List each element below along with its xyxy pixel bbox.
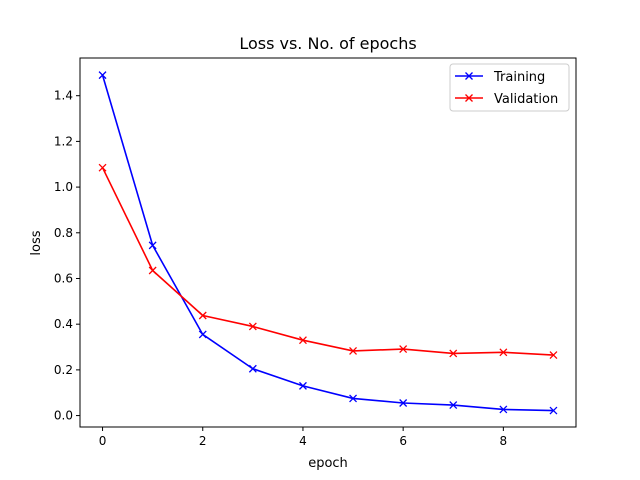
data-point-training	[399, 399, 408, 407]
x-tick-label: 0	[99, 434, 107, 448]
y-tick-label: 0.0	[54, 409, 73, 423]
x-tick-label: 6	[399, 434, 407, 448]
data-point-training	[499, 405, 508, 414]
data-point-validation	[248, 322, 257, 331]
data-point-validation	[298, 336, 307, 345]
y-tick-label: 0.4	[54, 317, 73, 331]
y-tick-label: 0.6	[54, 271, 73, 285]
plot-frame	[79, 57, 577, 428]
data-point-training	[298, 381, 307, 390]
legend-label: Validation	[494, 92, 558, 107]
chart-title: Loss vs. No. of epochs	[239, 34, 416, 53]
legend: Training Validation	[449, 63, 570, 112]
data-point-validation	[98, 163, 107, 172]
legend-label: Training	[493, 70, 545, 85]
y-tick-label: 1.4	[54, 89, 73, 103]
data-point-validation	[349, 346, 358, 355]
y-tick-label: 1.0	[54, 180, 73, 194]
y-axis-ticks: 0.0 0.2 0.4 0.6 0.8 1.0 1.2 1.4	[54, 89, 80, 423]
data-point-training	[349, 394, 358, 403]
x-tick-label: 8	[500, 434, 508, 448]
legend-entry-training: Training	[455, 70, 545, 85]
data-point-training	[98, 71, 107, 80]
series-layer	[98, 71, 558, 415]
y-axis-label: loss	[29, 230, 44, 255]
legend-entry-validation: Validation	[455, 92, 558, 107]
data-point-validation	[148, 266, 157, 275]
data-point-training	[549, 406, 558, 415]
data-point-training	[148, 241, 157, 250]
series-line-training	[101, 74, 554, 412]
series-line-validation	[101, 167, 554, 356]
y-tick-label: 1.2	[54, 134, 73, 148]
y-tick-label: 0.2	[54, 363, 73, 377]
data-point-validation	[549, 351, 558, 359]
data-point-training	[198, 330, 207, 339]
x-axis-ticks: 0 2 4 6 8	[99, 427, 507, 448]
data-point-validation	[198, 311, 207, 320]
x-tick-label: 2	[199, 434, 207, 448]
data-point-training	[248, 364, 257, 373]
x-tick-label: 4	[299, 434, 307, 448]
data-point-validation	[449, 349, 458, 358]
y-tick-label: 0.8	[54, 226, 73, 240]
data-point-training	[449, 401, 458, 410]
data-point-validation	[499, 348, 508, 357]
x-axis-label: epoch	[308, 456, 348, 471]
data-point-validation	[399, 345, 408, 354]
